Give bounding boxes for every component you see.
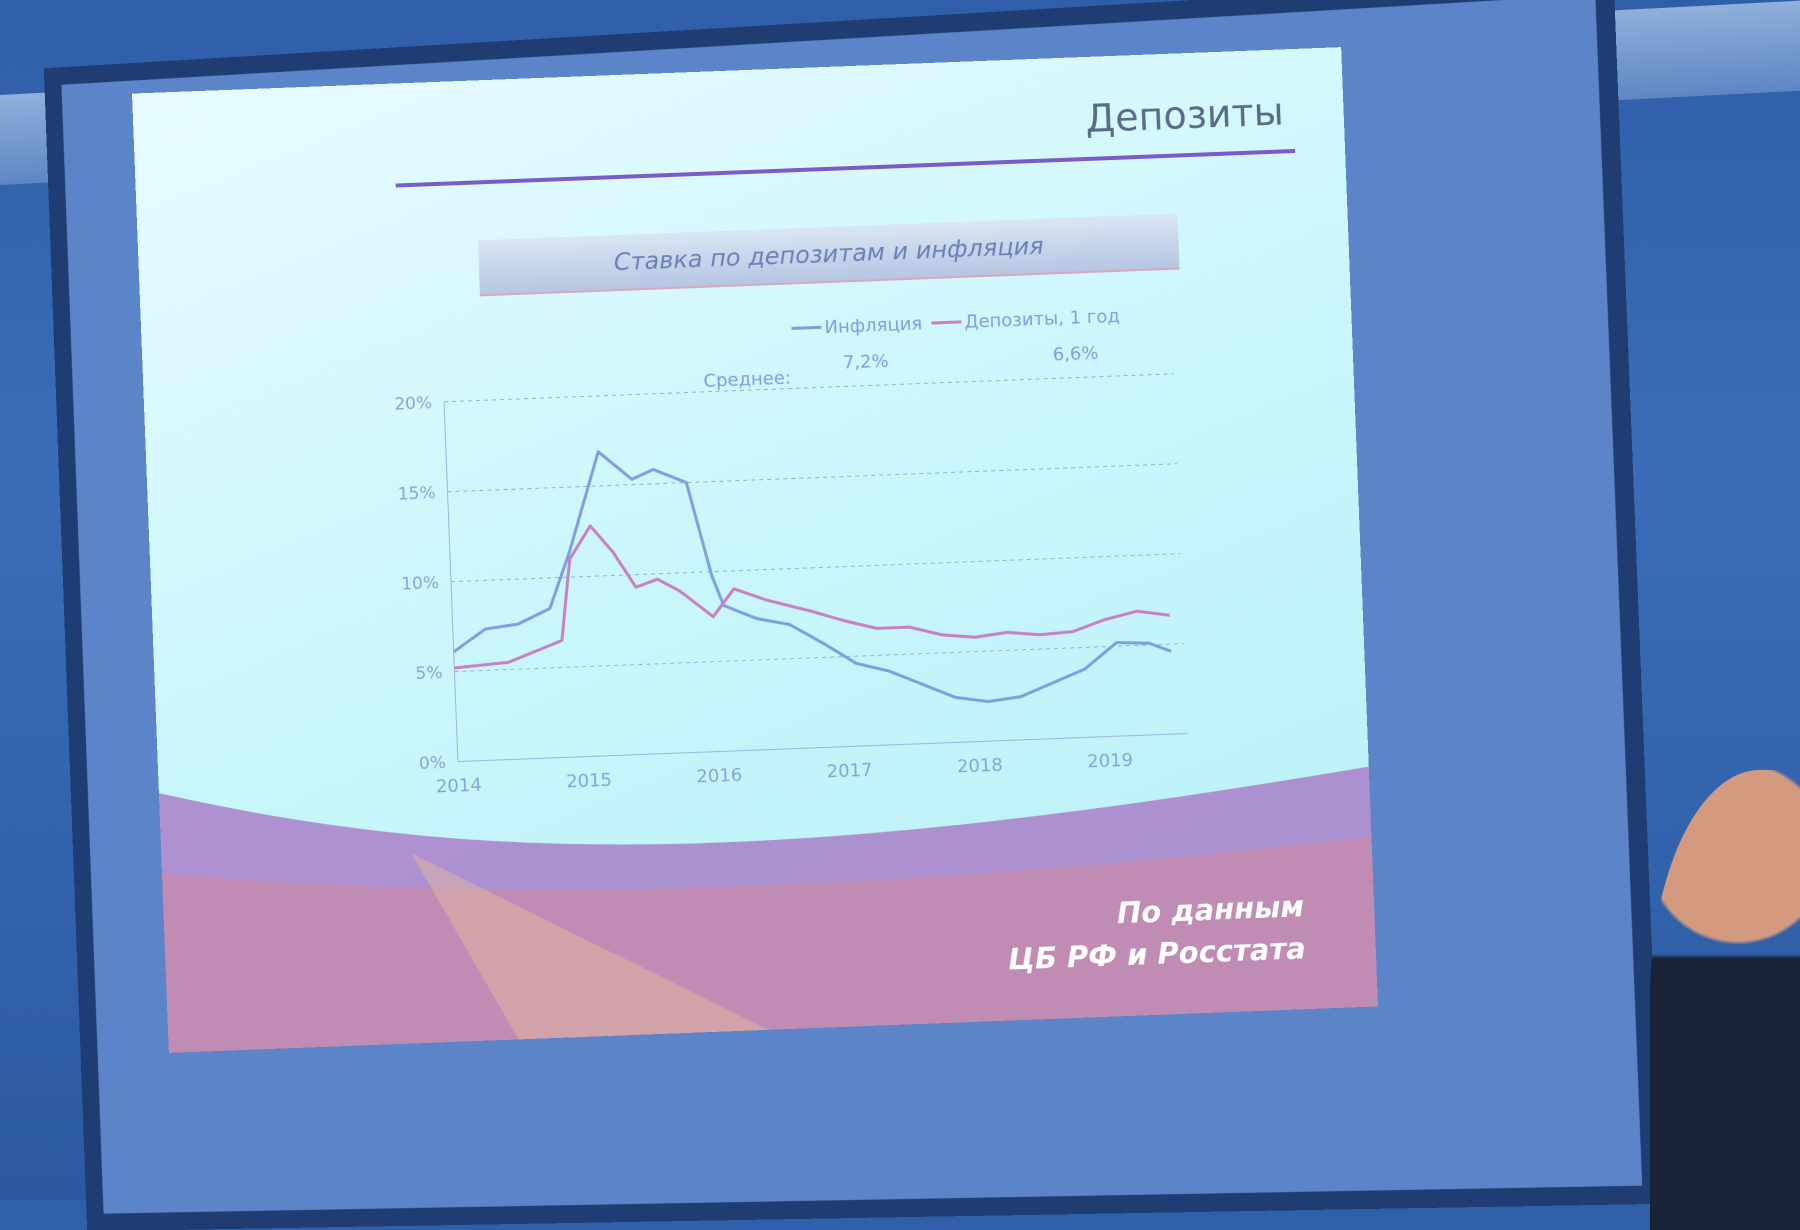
y-axis: [443, 401, 459, 762]
x-tick-label: 2017: [826, 760, 873, 783]
y-tick-label: 10%: [401, 573, 440, 594]
x-tick-label: 2016: [696, 765, 743, 788]
y-tick-label: 20%: [394, 393, 433, 414]
presenter: [1650, 770, 1800, 1230]
series-line-deposits: [454, 524, 1170, 670]
x-axis: [457, 733, 1188, 763]
y-tick-label: 15%: [397, 483, 436, 504]
legend-swatch: [791, 325, 822, 330]
x-tick-label: 2014: [436, 775, 483, 798]
series-average: 7,2%: [842, 351, 889, 374]
legend-swatch: [931, 320, 962, 325]
x-tick-label: 2015: [566, 770, 613, 793]
title-rule: [395, 148, 1296, 188]
decorative-wave: [158, 766, 1378, 1053]
y-tick-label: 5%: [415, 663, 443, 684]
chart-banner: Ставка по депозитам и инфляция: [477, 213, 1180, 297]
x-tick-label: 2019: [1087, 750, 1134, 773]
y-tick-label: 0%: [419, 753, 447, 774]
chart-title: Ставка по депозитам и инфляция: [613, 231, 1045, 277]
presentation-slide: Депозиты Ставка по депозитам и инфляция …: [132, 47, 1378, 1053]
average-label: Среднее:: [703, 368, 791, 392]
legend-label: Депозиты, 1 год: [964, 306, 1120, 333]
gridline: [444, 373, 1174, 403]
series-average: 6,6%: [1052, 343, 1099, 366]
gridline: [447, 463, 1178, 493]
gridline: [454, 643, 1184, 673]
x-tick-label: 2018: [957, 755, 1004, 778]
source-note: По данным ЦБ РФ и Росстата: [1006, 885, 1307, 980]
slide-title: Депозиты: [1084, 89, 1285, 141]
legend-label: Инфляция: [824, 313, 922, 338]
line-chart: 0% 5% 10% 15% 20% 2014 2015 2016 2017 2018 2019 Инф…: [394, 306, 1188, 798]
series-line-inflation: [452, 450, 1172, 704]
gridline: [450, 553, 1181, 583]
